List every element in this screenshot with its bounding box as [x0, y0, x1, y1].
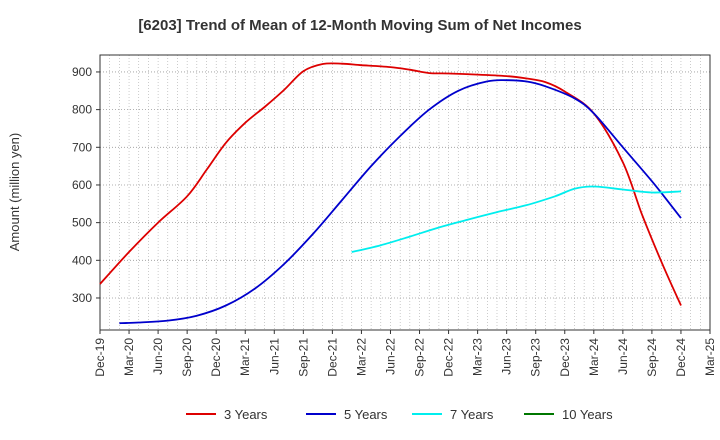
y-axis-label: Amount (million yen)	[7, 133, 22, 252]
legend-label-5-years: 5 Years	[344, 407, 388, 422]
x-tick-label: Jun-24	[616, 338, 630, 375]
plot-area	[100, 55, 710, 330]
series-line-5-years	[119, 79, 682, 325]
x-tick-label: Dec-20	[209, 338, 223, 377]
x-tick-label: Mar-21	[238, 338, 252, 376]
y-tick-label: 600	[72, 178, 92, 192]
series-line-7-years	[351, 185, 682, 253]
x-tick-label: Sep-22	[413, 338, 427, 377]
x-tick-label: Sep-23	[529, 338, 543, 377]
x-tick-label: Sep-20	[180, 338, 194, 377]
plot-border	[99, 54, 711, 331]
x-tick-label: Mar-24	[587, 338, 601, 376]
x-tick-label: Mar-25	[703, 338, 717, 376]
y-tick-label: 300	[72, 291, 92, 305]
x-tick-label: Dec-21	[325, 338, 339, 377]
x-tick-label: Jun-23	[500, 338, 514, 375]
x-axis: Dec-19 Mar-20 Jun-20 Sep-20 Dec-20 Mar-21 Jun-…	[93, 330, 717, 377]
chart-title: [6203] Trend of Mean of 12-Month Moving …	[138, 17, 581, 34]
y-tick-label: 400	[72, 253, 92, 267]
x-tick-label: Jun-21	[267, 338, 281, 375]
x-tick-label: Dec-19	[93, 338, 107, 377]
y-tick-label: 900	[72, 65, 92, 79]
x-tick-label: Dec-22	[442, 338, 456, 377]
series-lines	[99, 62, 682, 325]
y-tick-label: 700	[72, 140, 92, 154]
x-tick-label: Dec-24	[674, 338, 688, 377]
legend-label-7-years: 7 Years	[450, 407, 494, 422]
x-tick-label: Sep-21	[296, 338, 310, 377]
legend-label-3-years: 3 Years	[224, 407, 268, 422]
grid	[99, 55, 711, 330]
x-tick-label: Jun-20	[151, 338, 165, 375]
legend: 3 Years 5 Years 7 Years 10 Years	[186, 407, 613, 422]
x-tick-label: Jun-22	[383, 338, 397, 375]
y-tick-label: 500	[72, 216, 92, 230]
legend-label-10-years: 10 Years	[562, 407, 613, 422]
x-tick-label: Mar-20	[122, 338, 136, 376]
x-tick-label: Sep-24	[645, 338, 659, 377]
x-tick-label: Mar-22	[354, 338, 368, 376]
x-tick-label: Mar-23	[471, 338, 485, 376]
y-axis: 300 400 500 600 700 800 900	[72, 65, 100, 305]
x-tick-label: Dec-23	[558, 338, 572, 377]
y-tick-label: 800	[72, 103, 92, 117]
